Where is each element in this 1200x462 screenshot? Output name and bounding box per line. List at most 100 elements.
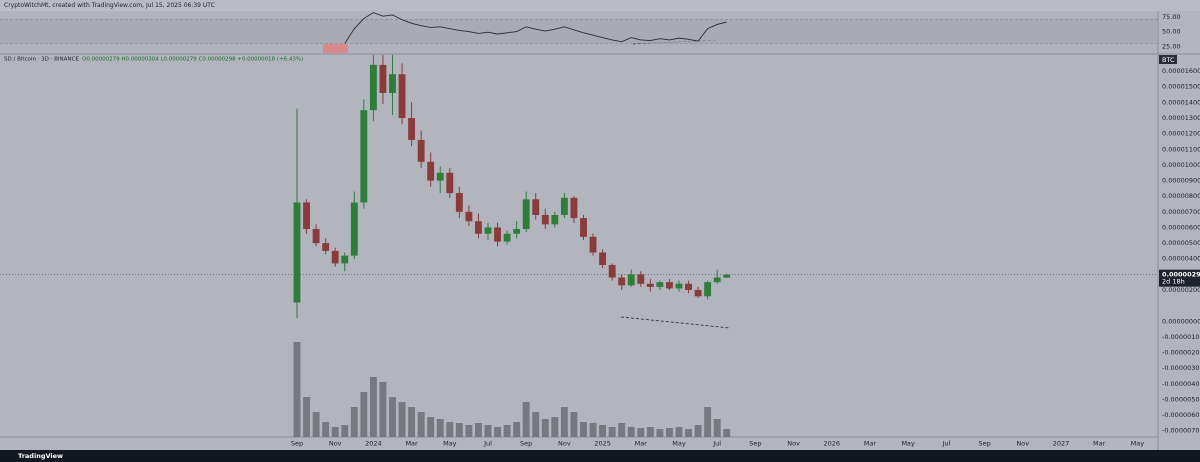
volume-bar	[436, 419, 444, 437]
countdown-label: 2d 18h	[1162, 278, 1185, 286]
candle-body	[503, 233, 511, 242]
candle-body	[513, 229, 521, 234]
currency-label: BTC	[1162, 56, 1175, 64]
candle-body	[465, 211, 473, 222]
x-tick-label: Jul	[483, 440, 492, 448]
x-tick-label: Mar	[635, 440, 648, 448]
volume-bar	[541, 419, 549, 437]
candle-body	[494, 227, 501, 242]
rsi-layer	[0, 12, 1158, 44]
candle-body	[713, 277, 721, 283]
volume-bar	[331, 427, 339, 437]
volume-bar	[475, 423, 482, 437]
y-tick-label: 0.00001500	[1162, 83, 1200, 91]
header-text: CryptoWitchMt, created with TradingView.…	[4, 2, 215, 9]
volume-bar	[618, 423, 626, 437]
x-tick-label: Sep	[749, 440, 761, 448]
y-tick-label: 0.00001300	[1162, 114, 1200, 122]
y-tick-label: 0.00000900	[1162, 177, 1200, 185]
y-tick-label: 0.00001200	[1162, 130, 1200, 138]
candle-body	[350, 202, 358, 256]
trend-line	[620, 316, 731, 329]
volume-bar	[379, 382, 387, 437]
x-tick-label: 2025	[594, 440, 611, 448]
candle-body	[389, 74, 396, 93]
volume-bar	[427, 417, 435, 437]
candle-body	[455, 193, 463, 212]
x-tick-label: 2024	[365, 440, 382, 448]
y-tick-label: 0.00001400	[1162, 98, 1200, 106]
volume-bar	[484, 425, 492, 437]
x-tick-label: 2026	[824, 440, 841, 448]
x-tick-label: Nov	[558, 440, 571, 448]
footer-logo: TradingView	[18, 452, 63, 460]
candle-body	[637, 274, 645, 284]
y-tick-label: 0.00000600	[1162, 223, 1200, 231]
volume-bar	[455, 423, 463, 437]
rsi-tick-label: 25.00	[1162, 42, 1181, 50]
y-tick-label: -0.00000500	[1162, 395, 1200, 403]
rsi-highlight	[323, 44, 348, 53]
volume-bar	[312, 412, 320, 437]
volume-bar	[513, 422, 521, 437]
y-tick-label: 0.00001600	[1162, 67, 1200, 75]
volume-bar	[532, 412, 540, 437]
volume-bar	[637, 428, 645, 437]
rsi-line	[344, 12, 727, 44]
x-tick-label: Nov	[787, 440, 800, 448]
candle-body	[694, 290, 702, 297]
volume-bar	[685, 429, 692, 437]
candle-body	[599, 252, 607, 265]
y-tick-label: 0.00000500	[1162, 239, 1200, 247]
last-price-label: 0.00000298	[1162, 271, 1200, 279]
candle-body	[627, 274, 635, 286]
candle-body	[685, 283, 692, 291]
candle-body	[312, 229, 320, 244]
x-tick-label: Jul	[941, 440, 950, 448]
x-tick-label: Sep	[978, 440, 990, 448]
y-tick-label: -0.00000700	[1162, 427, 1200, 435]
y-tick-label: -0.00000300	[1162, 364, 1200, 372]
candle-body	[446, 172, 454, 194]
volume-bar	[608, 427, 616, 437]
y-tick-label: 0.00001100	[1162, 145, 1200, 153]
candle-body	[417, 139, 425, 162]
volume-bar	[522, 402, 530, 437]
candle-body	[580, 218, 587, 237]
volume-bar	[723, 429, 731, 437]
candle-body	[303, 202, 310, 230]
volume-bar	[627, 427, 635, 437]
y-tick-label: -0.00000600	[1162, 411, 1200, 419]
candle-body	[618, 277, 626, 286]
volume-bar	[713, 419, 721, 437]
candle-body	[532, 199, 540, 215]
candle-body	[541, 214, 549, 225]
volume-bar	[408, 407, 416, 437]
x-tick-label: Mar	[864, 440, 877, 448]
candle-body	[360, 110, 368, 203]
candle-body	[608, 264, 616, 278]
y-tick-label: 0.00000200	[1162, 286, 1200, 294]
candle-body	[331, 250, 339, 264]
y-tick-label: 0.00000800	[1162, 192, 1200, 200]
volume-bar	[646, 427, 654, 437]
candle-body	[398, 74, 406, 119]
volume-bar	[389, 397, 396, 437]
volume-bar	[494, 427, 501, 437]
candle-body	[646, 283, 654, 287]
candle-body	[570, 197, 578, 219]
candle-body	[379, 64, 387, 93]
candle-body	[656, 282, 664, 287]
candle-body	[665, 282, 673, 289]
y-tick-label: 0.00000400	[1162, 255, 1200, 263]
volume-bar	[398, 402, 406, 437]
volume-bar	[580, 422, 587, 437]
volume-bar	[560, 407, 568, 437]
candle-body	[427, 161, 435, 181]
candle-body	[675, 283, 683, 289]
candle-body	[293, 202, 301, 303]
volume-bar	[303, 397, 310, 437]
y-tick-label: 0.00000000	[1162, 317, 1200, 325]
